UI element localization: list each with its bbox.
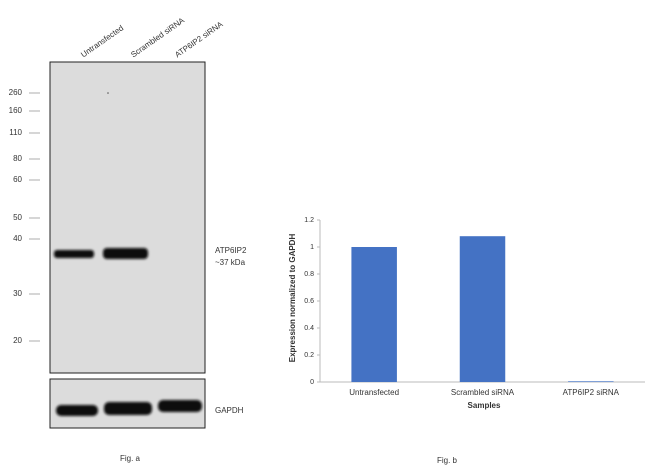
x-tick-label: ATP6IP2 siRNA [563, 388, 620, 397]
x-tick-label: Untransfected [349, 388, 399, 397]
y-tick-label: 0 [310, 379, 314, 386]
marker-label: 60 [13, 175, 22, 184]
blot-speck [107, 92, 109, 94]
gapdh-band [158, 400, 202, 412]
y-tick-label: 0.2 [304, 352, 314, 359]
x-axis-label: Samples [468, 401, 501, 410]
bar [351, 247, 397, 382]
y-axis-label: Expression normalized to GAPDH [288, 234, 297, 363]
lane-label: Untransfected [79, 23, 125, 59]
bar [568, 381, 614, 382]
loading-control-label: GAPDH [215, 406, 244, 415]
x-tick-label: Scrambled siRNA [451, 388, 515, 397]
y-tick-label: 0.4 [304, 325, 314, 332]
marker-label: 110 [9, 128, 22, 137]
gapdh-band [56, 405, 98, 416]
y-tick-label: 0.8 [304, 271, 314, 278]
blot-panel [49, 61, 206, 374]
marker-label: 20 [13, 336, 22, 345]
y-tick-label: 0.6 [304, 298, 314, 305]
band-label: ~37 kDa [215, 258, 246, 267]
marker-label: 40 [13, 234, 22, 243]
marker-label: 30 [13, 289, 22, 298]
y-tick-label: 1.2 [304, 217, 314, 224]
bar [459, 236, 506, 382]
gapdh-band [104, 402, 152, 415]
marker-label: 50 [13, 213, 22, 222]
caption: Fig. a [120, 454, 141, 463]
marker-label: 80 [13, 154, 22, 163]
blot-band [54, 250, 94, 258]
band-label: ATP6IP2 [215, 246, 247, 255]
marker-label: 160 [9, 106, 23, 115]
y-tick-label: 1 [310, 244, 314, 251]
blot-band [103, 248, 148, 259]
marker-label: 260 [9, 88, 23, 97]
caption: Fig. b [437, 456, 458, 465]
